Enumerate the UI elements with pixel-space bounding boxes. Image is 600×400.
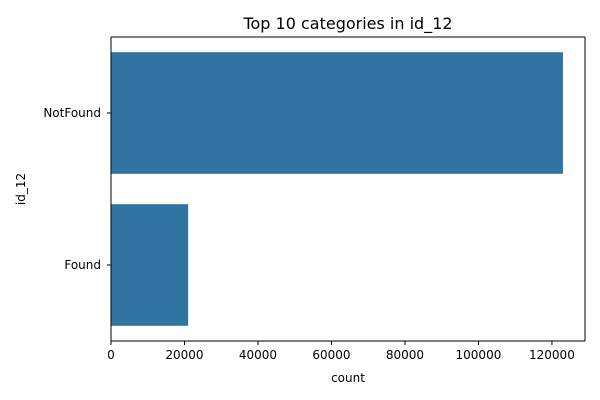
y-tick-label: Found [64, 258, 101, 272]
x-tick-label: 40000 [239, 348, 277, 362]
x-tick-label: 20000 [165, 348, 203, 362]
y-tick-label: NotFound [43, 106, 101, 120]
bars-group [111, 52, 563, 326]
x-tick-label: 80000 [386, 348, 424, 362]
y-axis-label: id_12 [14, 173, 28, 205]
x-tick-label: 0 [107, 348, 115, 362]
bar-found [111, 204, 189, 326]
bar-notfound [111, 52, 563, 174]
x-tick-label: 120000 [529, 348, 575, 362]
chart-title: Top 10 categories in id_12 [242, 14, 452, 34]
x-tick-label: 60000 [312, 348, 350, 362]
x-axis-label: count [331, 371, 365, 385]
x-axis-ticks: 0 20000 40000 60000 80000 100000 120000 [107, 341, 575, 362]
y-axis-ticks: NotFound Found [43, 106, 111, 272]
x-tick-label: 100000 [456, 348, 502, 362]
